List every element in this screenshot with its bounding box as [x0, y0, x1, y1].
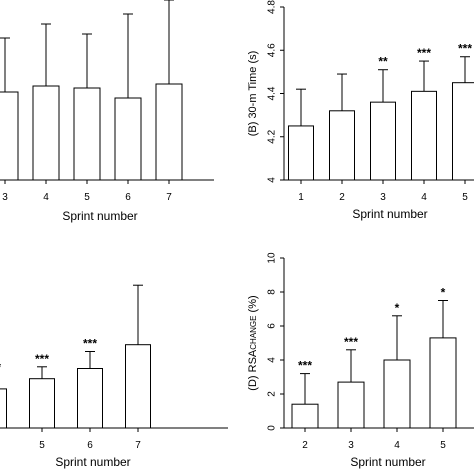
significance-label: *: [441, 286, 446, 300]
y-axis-label-part: (%): [247, 295, 259, 315]
bar: [155, 83, 183, 181]
x-tick-label: 3: [380, 192, 386, 203]
y-tick-label: 4.4: [267, 86, 278, 100]
significance-label: ***: [0, 360, 1, 374]
x-tick-label: 2: [302, 440, 308, 451]
bar: [77, 368, 103, 429]
significance-label: ***: [298, 359, 312, 373]
significance-label: *: [395, 301, 400, 315]
x-tick-label: 4: [394, 440, 400, 451]
x-tick-label: 1: [298, 192, 304, 203]
y-tick-label: 4.2: [267, 129, 278, 143]
bar: [73, 87, 101, 181]
y-axis-label-part: (D) RSA: [247, 349, 259, 391]
x-axis-label: Sprint number: [352, 207, 427, 221]
panel-d: 0 2 4 6 8 10 (D) RSACHANGE (%) 2 *** 3 *** 4 * 5 * Spri…: [247, 252, 474, 469]
x-tick-label: 5: [39, 440, 45, 451]
panel-a: 234567Sprint number: [0, 0, 214, 223]
bar: [288, 125, 314, 181]
bar: [32, 85, 60, 181]
y-axis-label-part: CHANGE: [249, 315, 258, 349]
x-tick-label: 3: [348, 440, 354, 451]
x-tick-label: 6: [87, 440, 93, 451]
x-tick-label: 5: [462, 192, 468, 203]
bar: [452, 82, 474, 181]
bar: [0, 388, 7, 429]
y-axis-label: (D) RSACHANGE (%): [247, 295, 259, 390]
y-tick-label: 4.8: [267, 0, 278, 14]
significance-label: ***: [417, 46, 431, 60]
bar: [114, 97, 142, 181]
bar: [291, 403, 319, 429]
bar: [125, 344, 151, 429]
y-tick-label: 4: [267, 177, 278, 183]
x-axis-label: Sprint number: [350, 455, 425, 469]
y-tick-label: 10: [267, 252, 278, 264]
y-tick-label: 6: [267, 323, 278, 329]
x-tick-label: 3: [2, 192, 8, 203]
y-tick-label: 4.6: [267, 43, 278, 57]
bar: [411, 90, 437, 181]
x-tick-label: 2: [339, 192, 345, 203]
significance-label: ***: [458, 42, 472, 56]
bar: [429, 337, 457, 429]
x-tick-label: 5: [84, 192, 90, 203]
bar: [370, 101, 396, 181]
x-tick-label: 7: [135, 440, 141, 451]
y-tick-label: 8: [267, 289, 278, 295]
panel-b: 4 4.2 4.4 4.6 4.8 (B) 30-m Time (s) 1 2 3 ** 4 *** 5…: [247, 0, 474, 221]
x-tick-label: 5: [440, 440, 446, 451]
significance-label: **: [378, 55, 388, 69]
y-tick-label: 0: [267, 425, 278, 431]
y-tick-label: 4: [267, 357, 278, 363]
y-axis-label-part: (B) 30-m Time (s): [247, 51, 259, 137]
y-axis-label: (B) 30-m Time (s): [247, 51, 259, 137]
x-tick-label: 4: [421, 192, 427, 203]
bar: [29, 378, 55, 429]
significance-label: ***: [83, 337, 97, 351]
x-tick-label: 7: [166, 192, 172, 203]
bar: [337, 381, 365, 429]
bar: [0, 91, 19, 181]
x-tick-label: 4: [43, 192, 49, 203]
x-axis-label: Sprint number: [62, 209, 137, 223]
y-tick-label: 2: [267, 391, 278, 397]
bar: [383, 359, 411, 429]
significance-label: ***: [344, 335, 358, 349]
x-tick-label: 6: [125, 192, 131, 203]
significance-label: ***: [35, 352, 49, 366]
x-axis-label: Sprint number: [55, 455, 130, 469]
bar: [329, 110, 355, 181]
